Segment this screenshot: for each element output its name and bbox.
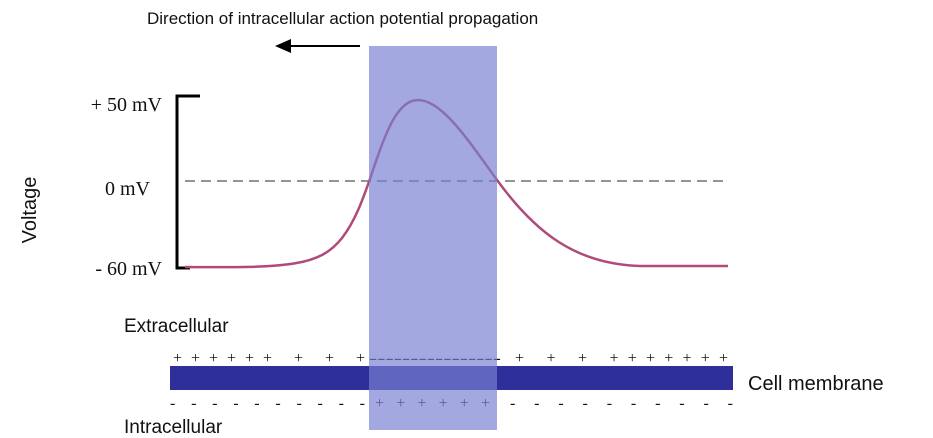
arrow-head [275, 39, 291, 53]
axis-label: Voltage [19, 177, 41, 244]
level-label: + 50 mV [91, 94, 163, 116]
depolarized-zone [369, 46, 497, 430]
charges: ++++++ + + + [173, 350, 365, 367]
level-label: 0 mV [105, 178, 151, 200]
charges: + + + +++++++ [515, 350, 728, 367]
charges: - - - - - - - - - - [510, 395, 733, 412]
region-label: Intracellular [124, 417, 223, 438]
bracket [175, 94, 200, 270]
level-label: - 60 mV [95, 258, 162, 280]
title: Direction of intracellular action potent… [147, 9, 538, 28]
region-label: Cell membrane [748, 373, 884, 395]
charges: - - - - - - - - - - [170, 395, 365, 412]
region-label: Extracellular [124, 316, 229, 337]
